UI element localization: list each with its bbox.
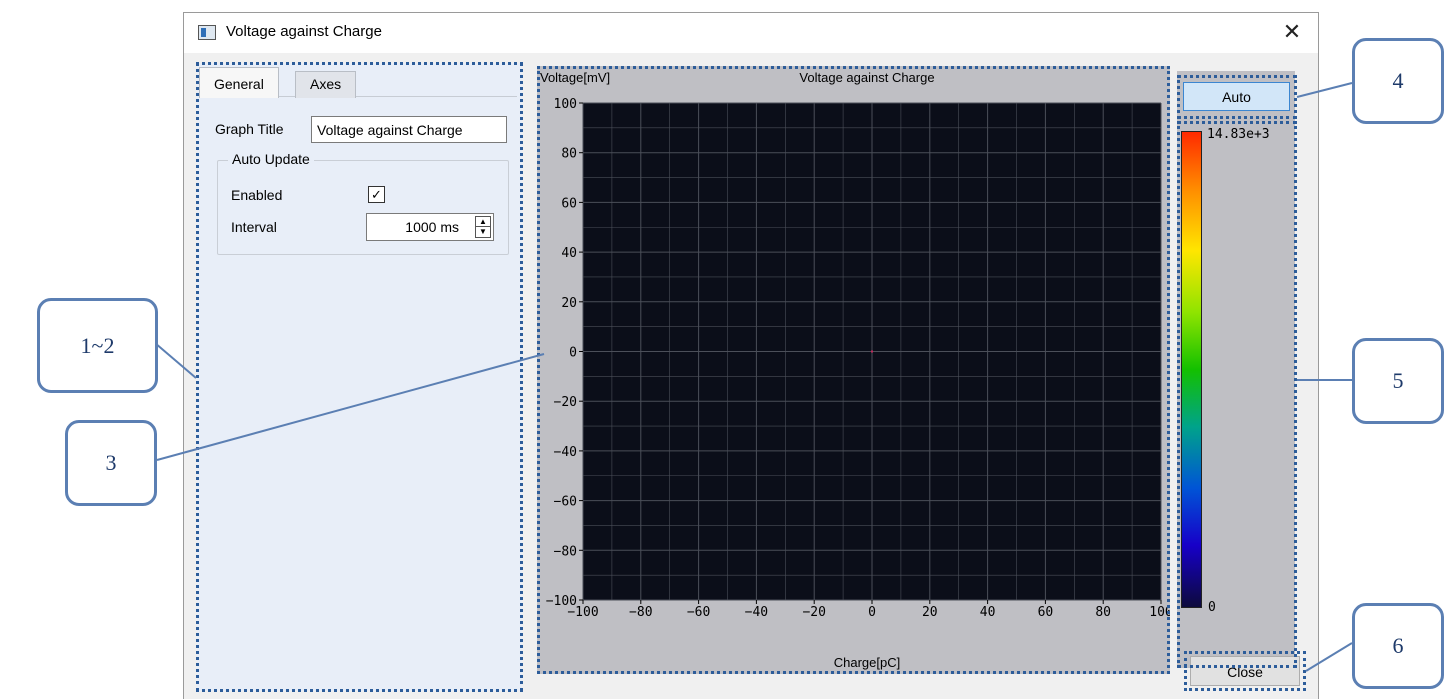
spin-buttons: ▲ ▼ [475, 216, 491, 238]
colorbar-min-label: 0 [1208, 600, 1216, 615]
tab-row: General Axes [199, 67, 517, 98]
title-bar: Voltage against Charge ✕ [184, 13, 1318, 53]
plot-title: Voltage against Charge [799, 70, 934, 85]
y-tick-label: −40 [554, 445, 577, 460]
callout-6: 6 [1352, 603, 1444, 689]
x-tick-label: −40 [745, 605, 768, 620]
auto-update-group: Auto Update [217, 151, 509, 255]
x-tick-label: 60 [1038, 605, 1054, 620]
enabled-label: Enabled [231, 187, 283, 203]
y-tick-label: −80 [554, 544, 577, 559]
y-tick-label: 40 [561, 246, 577, 261]
x-tick-label: 100 [1149, 605, 1170, 620]
callout-5: 5 [1352, 338, 1444, 424]
x-axis-label: Charge[pC] [834, 655, 900, 670]
callout-1-2: 1~2 [37, 298, 158, 393]
plot-svg: −100 −80 −60 −40 −20 0 20 40 60 80 100 100 80 60 40 20 0… [540, 70, 1170, 670]
close-window-icon[interactable]: ✕ [1282, 19, 1302, 44]
app-icon [198, 25, 216, 40]
annotation-frame-close [1184, 651, 1306, 691]
data-points [871, 350, 873, 353]
x-tick-label: 20 [922, 605, 938, 620]
y-tick-label: 60 [561, 196, 577, 211]
y-tick-label: 20 [561, 296, 577, 311]
interval-label: Interval [231, 219, 277, 235]
annotation-frame-auto [1177, 75, 1297, 119]
tab-axes[interactable]: Axes [295, 71, 357, 98]
colorbar-max-label: 14.83e+3 [1207, 127, 1270, 142]
x-tick-label: −100 [567, 605, 598, 620]
y-tick-label: 80 [561, 147, 577, 162]
y-tick-label: 0 [569, 346, 577, 361]
graph-title-label: Graph Title [215, 121, 284, 137]
x-tick-label: 40 [980, 605, 996, 620]
annotation-frame-plot [537, 66, 1170, 674]
spin-up-icon[interactable]: ▲ [476, 217, 490, 227]
y-tick-label: −60 [554, 495, 577, 510]
y-tick-label: 100 [554, 97, 577, 112]
interval-stepper[interactable]: 1000 ms ▲ ▼ [366, 213, 494, 241]
callout-4: 4 [1352, 38, 1444, 124]
graph-title-input[interactable] [311, 116, 507, 143]
window-title: Voltage against Charge [226, 23, 382, 40]
tab-general[interactable]: General [199, 67, 279, 98]
x-tick-label: −80 [629, 605, 652, 620]
data-point [871, 350, 873, 353]
close-button[interactable]: Close [1190, 656, 1300, 686]
y-tick-label: −20 [554, 395, 577, 410]
y-tick-label: −100 [546, 594, 577, 609]
y-axis-label: Voltage[mV] [540, 70, 610, 85]
x-tick-label: 0 [868, 605, 876, 620]
callout-3: 3 [65, 420, 157, 506]
x-tick-label: −20 [802, 605, 825, 620]
interval-value: 1000 ms [405, 219, 459, 235]
annotation-frame-settings [196, 62, 523, 692]
auto-update-legend: Auto Update [228, 151, 314, 167]
grid-lines [582, 102, 1162, 601]
annotation-frame-colorbar [1177, 121, 1297, 668]
enabled-checkbox[interactable]: ✓ [368, 186, 385, 203]
axis-ticks: −100 −80 −60 −40 −20 0 20 40 60 80 100 100 80 60 40 20 0… [546, 97, 1170, 620]
x-tick-label: −60 [687, 605, 710, 620]
auto-button[interactable]: Auto [1183, 82, 1290, 111]
colorbar [1181, 131, 1202, 608]
spin-down-icon[interactable]: ▼ [479, 227, 487, 236]
x-tick-label: 80 [1095, 605, 1111, 620]
